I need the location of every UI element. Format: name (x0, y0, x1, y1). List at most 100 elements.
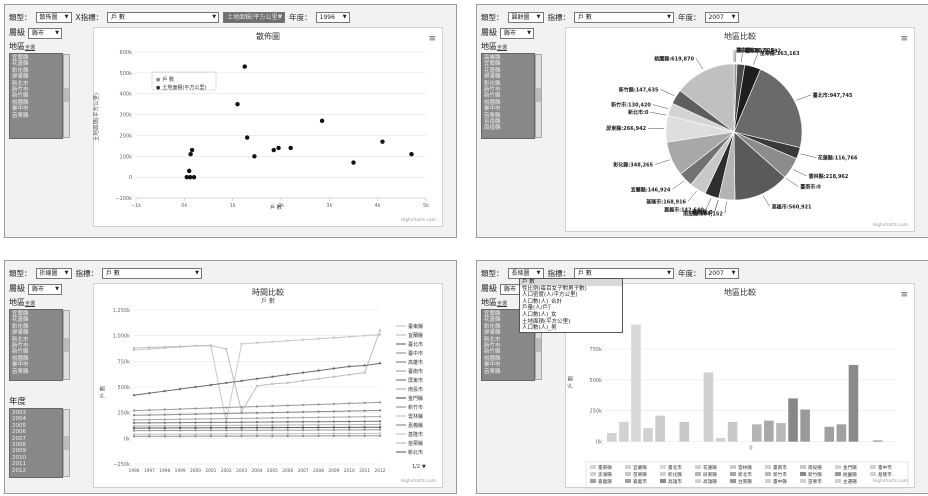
list-item[interactable]: 2008 (12, 442, 26, 449)
list-item[interactable]: 新竹市 (484, 87, 501, 94)
list-item[interactable]: 彰化縣 (484, 80, 501, 87)
legend-item[interactable]: ● 土地面積(平方公里) (156, 84, 207, 92)
chart-credit[interactable]: Highcharts.com (872, 479, 908, 484)
indicator-select[interactable]: 戶 數 (574, 267, 674, 279)
list-item[interactable]: 2009 (12, 448, 26, 455)
list-item[interactable]: 花蓮縣 (484, 67, 501, 74)
indicator-dropdown[interactable]: 戶 數 性比例(每百女子對男子數) 人口密度(人/平方公里) 人口數(人)_合計… (519, 278, 623, 333)
list-item[interactable]: 新竹市 (12, 87, 29, 94)
list-item[interactable]: 2012 (12, 467, 26, 474)
region-list[interactable]: 高雄縣 宜蘭縣 花蓮縣 屏東縣 彰化縣 新竹市 新竹縣 桃園縣 臺中市 苗栗縣 … (481, 53, 542, 139)
list-item[interactable]: 苗栗縣 (12, 368, 29, 375)
dropdown-option[interactable]: 土地面積(平方公里) (522, 318, 571, 325)
list-item[interactable]: 屏東縣 (12, 330, 29, 337)
year-select[interactable]: 2007 (704, 11, 739, 23)
list-item[interactable]: 屏東縣 (484, 330, 501, 337)
list-item[interactable]: 臺中市 (484, 362, 501, 369)
legend-item[interactable]: ● 戶 數 (156, 76, 174, 84)
indicator-select[interactable]: 戶 數 (574, 11, 674, 23)
scrollbar[interactable] (63, 310, 70, 380)
list-item[interactable]: 南投縣 (484, 125, 501, 132)
list-item[interactable]: 2005 (12, 422, 26, 429)
dropdown-option[interactable]: 人口數(人)_男 (522, 325, 557, 332)
menu-icon[interactable]: ≡ (428, 34, 436, 44)
chart-credit[interactable]: Highcharts.com (400, 218, 436, 223)
list-item[interactable]: 新竹市 (484, 343, 501, 350)
list-item[interactable]: 桃園縣 (484, 99, 501, 106)
region-list[interactable]: 宜蘭縣 花蓮縣 彰化縣 屏東縣 新北市 新竹市 新竹縣 桃園縣 臺中市 苗栗縣 (481, 309, 542, 381)
dropdown-option[interactable]: 人口密度(人/平方公里) (522, 292, 578, 299)
list-item[interactable]: 屏東縣 (12, 74, 29, 81)
select-all-link[interactable]: 全選 (497, 301, 508, 307)
x-indicator-select[interactable]: 戶 數 (107, 11, 220, 23)
type-select[interactable]: 散佈圖 (35, 11, 72, 23)
year-select[interactable]: 2007 (704, 267, 739, 279)
list-item[interactable]: 新竹縣 (484, 93, 501, 100)
list-item[interactable]: 高雄縣 (484, 55, 501, 61)
list-item[interactable]: 彰化縣 (484, 323, 501, 330)
list-item[interactable]: 2010 (12, 454, 26, 461)
list-item[interactable]: 新北市 (12, 336, 29, 343)
select-all-link[interactable]: 全選 (25, 301, 36, 307)
chart-credit[interactable]: Highcharts.com (400, 479, 436, 484)
level-select[interactable]: 縣市 (28, 27, 62, 39)
list-item[interactable]: 宜蘭縣 (484, 61, 501, 68)
list-item[interactable]: 宜蘭縣 (484, 311, 501, 317)
y-indicator-select[interactable]: 土地面積(平方公里) (223, 11, 286, 23)
menu-icon[interactable]: ≡ (900, 34, 908, 44)
list-item[interactable]: 桃園縣 (484, 355, 501, 362)
year-select[interactable]: 1996 (315, 11, 350, 23)
data-point (225, 406, 228, 409)
list-item[interactable]: 臺中市 (484, 106, 501, 113)
menu-icon[interactable]: ≡ (900, 290, 908, 300)
select-all-link[interactable]: 全選 (497, 45, 508, 51)
region-list[interactable]: 宜蘭縣 花蓮縣 彰化縣 屏東縣 新北市 新竹市 新竹縣 桃園縣 臺中市 苗栗縣 (9, 53, 70, 139)
list-item[interactable]: 2003 (12, 410, 26, 416)
type-select[interactable]: 折線圖 (35, 267, 72, 279)
list-item[interactable]: 2011 (12, 461, 26, 468)
list-item[interactable]: 苗栗縣 (484, 112, 501, 119)
list-item[interactable]: 新竹縣 (12, 93, 29, 100)
scrollbar[interactable] (535, 54, 542, 138)
list-item[interactable]: 彰化縣 (12, 67, 29, 74)
list-item[interactable]: 新北市 (484, 336, 501, 343)
list-item[interactable]: 桃園縣 (12, 99, 29, 106)
dropdown-option[interactable]: 人口數(人)_女 (522, 311, 557, 318)
select-all-link[interactable]: 全選 (25, 45, 36, 51)
list-item[interactable]: 花蓮縣 (484, 317, 501, 324)
list-item[interactable]: 花蓮縣 (12, 61, 29, 68)
list-item[interactable]: 臺中市 (12, 362, 29, 369)
dropdown-option[interactable]: 性比例(每百女子對男子數) (522, 285, 587, 292)
indicator-select[interactable]: 戶 數 (102, 267, 202, 279)
list-item[interactable]: 2007 (12, 435, 26, 442)
type-select[interactable]: 長條圖 (507, 267, 544, 279)
level-select[interactable]: 縣市 (28, 283, 62, 295)
list-item[interactable]: 苗栗縣 (484, 368, 501, 375)
list-item[interactable]: 宜蘭縣 (12, 311, 29, 317)
list-item[interactable]: 2004 (12, 416, 26, 423)
list-item[interactable]: 新北市 (12, 80, 29, 87)
scrollbar[interactable] (63, 409, 70, 477)
dropdown-option[interactable]: 戶 數 (520, 279, 622, 286)
list-item[interactable]: 新竹縣 (12, 349, 29, 356)
level-select[interactable]: 縣市 (500, 27, 534, 39)
scrollbar[interactable] (63, 54, 70, 138)
dropdown-option[interactable]: 人口數(人)_合計 (522, 298, 563, 305)
legend-pager[interactable]: 1/2 ▼ (412, 464, 426, 470)
list-item[interactable]: 屏東縣 (484, 74, 501, 81)
year-list[interactable]: 2003 2004 2005 2006 2007 2008 2009 2010 … (9, 408, 70, 478)
list-item[interactable]: 台南縣 (484, 119, 501, 126)
list-item[interactable]: 花蓮縣 (12, 317, 29, 324)
list-item[interactable]: 彰化縣 (12, 323, 29, 330)
list-item[interactable]: 新竹市 (12, 343, 29, 350)
list-item[interactable]: 臺中市 (12, 106, 29, 113)
dropdown-option[interactable]: 戶量(人/戶) (522, 305, 551, 312)
list-item[interactable]: 2006 (12, 429, 26, 436)
chart-credit[interactable]: Highcharts.com (872, 223, 908, 228)
region-list[interactable]: 宜蘭縣 花蓮縣 彰化縣 屏東縣 新北市 新竹市 新竹縣 桃園縣 臺中市 苗栗縣 (9, 309, 70, 381)
type-select[interactable]: 圓餅圖 (507, 11, 544, 23)
list-item[interactable]: 宜蘭縣 (12, 55, 29, 61)
list-item[interactable]: 苗栗縣 (12, 112, 29, 119)
list-item[interactable]: 桃園縣 (12, 355, 29, 362)
list-item[interactable]: 新竹縣 (484, 349, 501, 356)
